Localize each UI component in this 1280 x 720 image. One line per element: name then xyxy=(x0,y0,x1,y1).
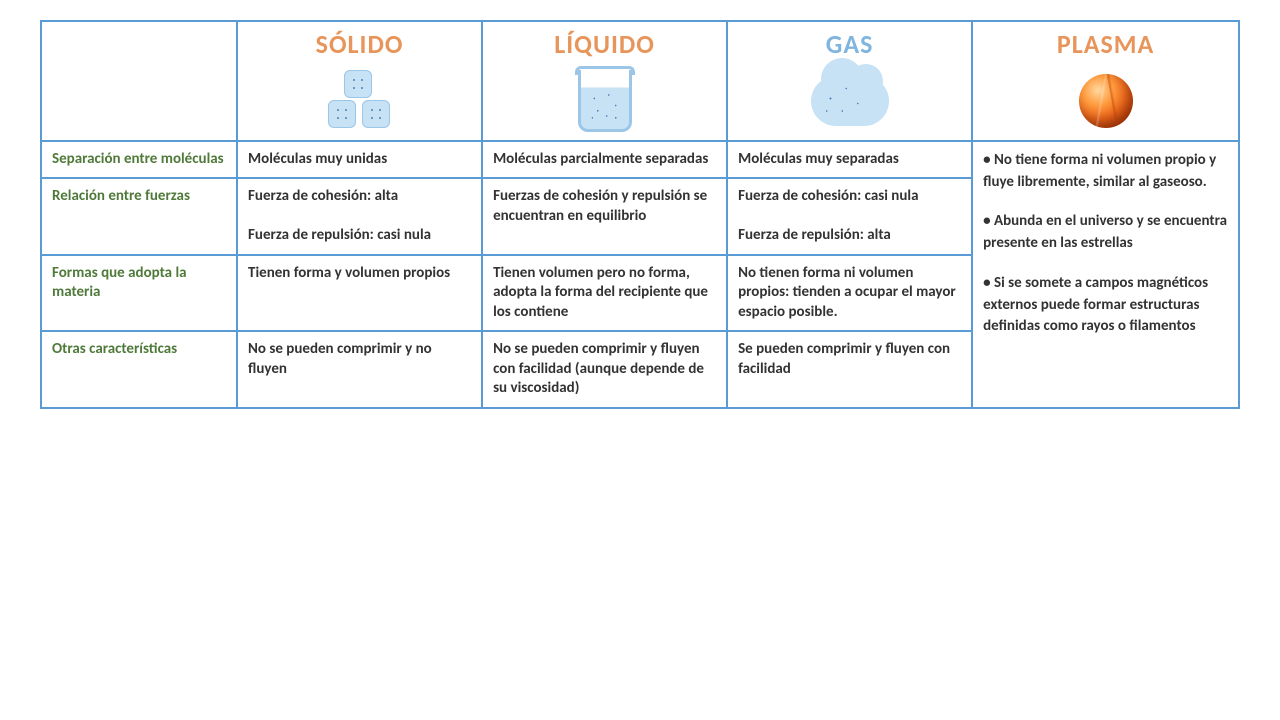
row-label-otras: Otras características xyxy=(41,331,237,408)
table-row: Separación entre moléculas Moléculas muy… xyxy=(41,141,1239,179)
header-gas-title: GAS xyxy=(732,28,967,62)
corner-cell xyxy=(41,21,237,141)
cell-r4-solido: No se pueden comprimir y no fluyen xyxy=(237,331,482,408)
header-liquido: LÍQUIDO xyxy=(482,21,727,141)
cell-r2-solido: Fuerza de cohesión: alta Fuerza de repul… xyxy=(237,178,482,255)
cloud-icon xyxy=(732,66,967,136)
cell-r3-liquido: Tienen volumen pero no forma, adopta la … xyxy=(482,255,727,332)
cell-r2-liquido: Fuerzas de cohesión y repulsión se encue… xyxy=(482,178,727,255)
plasma-merged-cell: • No tiene forma ni volumen propio y flu… xyxy=(972,141,1239,408)
cell-r4-gas: Se pueden comprimir y fluyen con facilid… xyxy=(727,331,972,408)
cell-r2-gas: Fuerza de cohesión: casi nula Fuerza de … xyxy=(727,178,972,255)
cell-r1-gas: Moléculas muy separadas xyxy=(727,141,972,179)
row-label-fuerzas: Relación entre fuerzas xyxy=(41,178,237,255)
plasma-ball-icon xyxy=(977,66,1234,136)
header-plasma: PLASMA xyxy=(972,21,1239,141)
ice-cubes-icon xyxy=(242,66,477,136)
header-solido: SÓLIDO xyxy=(237,21,482,141)
cell-r3-solido: Tienen forma y volumen propios xyxy=(237,255,482,332)
states-of-matter-table: SÓLIDO LÍQUIDO GAS PLASMA xyxy=(40,20,1240,409)
beaker-icon xyxy=(487,66,722,136)
cell-r1-solido: Moléculas muy unidas xyxy=(237,141,482,179)
cell-r1-liquido: Moléculas parcialmente separadas xyxy=(482,141,727,179)
header-gas: GAS xyxy=(727,21,972,141)
header-row: SÓLIDO LÍQUIDO GAS PLASMA xyxy=(41,21,1239,141)
plasma-bullet-3: • Si se somete a campos magnéticos exter… xyxy=(983,273,1228,338)
header-solido-title: SÓLIDO xyxy=(242,28,477,62)
cell-r4-liquido: No se pueden comprimir y fluyen con faci… xyxy=(482,331,727,408)
cell-r3-gas: No tienen forma ni volumen propios: tien… xyxy=(727,255,972,332)
plasma-bullet-1: • No tiene forma ni volumen propio y flu… xyxy=(983,150,1228,194)
row-label-formas: Formas que adopta la materia xyxy=(41,255,237,332)
row-label-separacion: Separación entre moléculas xyxy=(41,141,237,179)
header-plasma-title: PLASMA xyxy=(977,28,1234,62)
header-liquido-title: LÍQUIDO xyxy=(487,28,722,62)
plasma-bullet-2: • Abunda en el universo y se encuentra p… xyxy=(983,211,1228,255)
